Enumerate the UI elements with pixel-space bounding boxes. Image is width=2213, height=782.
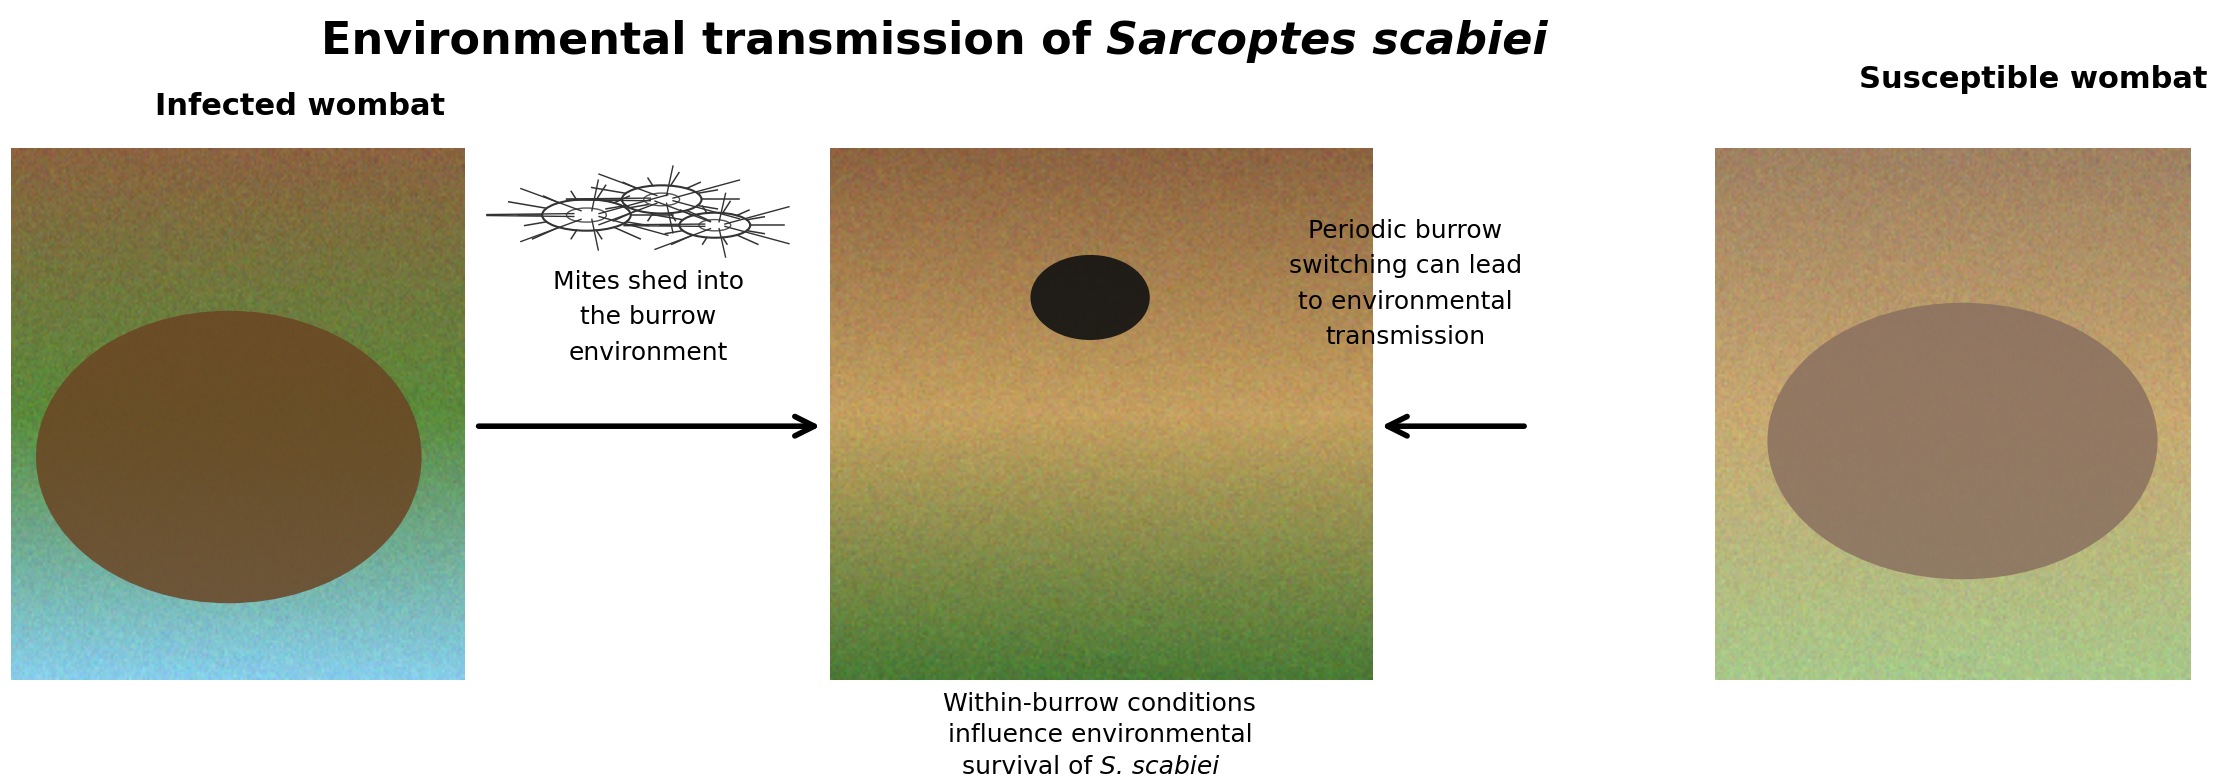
Text: Infected wombat: Infected wombat [155,92,445,121]
Text: Sarcoptes scabiei: Sarcoptes scabiei [1106,20,1549,63]
Text: Mites shed into
the burrow
environment: Mites shed into the burrow environment [553,270,744,364]
Text: S. scabiei: S. scabiei [1100,755,1219,779]
Text: Within-burrow conditions: Within-burrow conditions [943,692,1257,716]
Text: Environmental transmission of: Environmental transmission of [321,20,1106,63]
Text: Periodic burrow
switching can lead
to environmental
transmission: Periodic burrow switching can lead to en… [1288,219,1523,349]
Ellipse shape [1031,255,1151,340]
Text: Susceptible wombat: Susceptible wombat [1859,65,2206,94]
Text: survival of: survival of [963,755,1100,779]
Ellipse shape [1768,303,2158,579]
Ellipse shape [35,310,423,603]
Text: influence environmental: influence environmental [947,723,1253,748]
